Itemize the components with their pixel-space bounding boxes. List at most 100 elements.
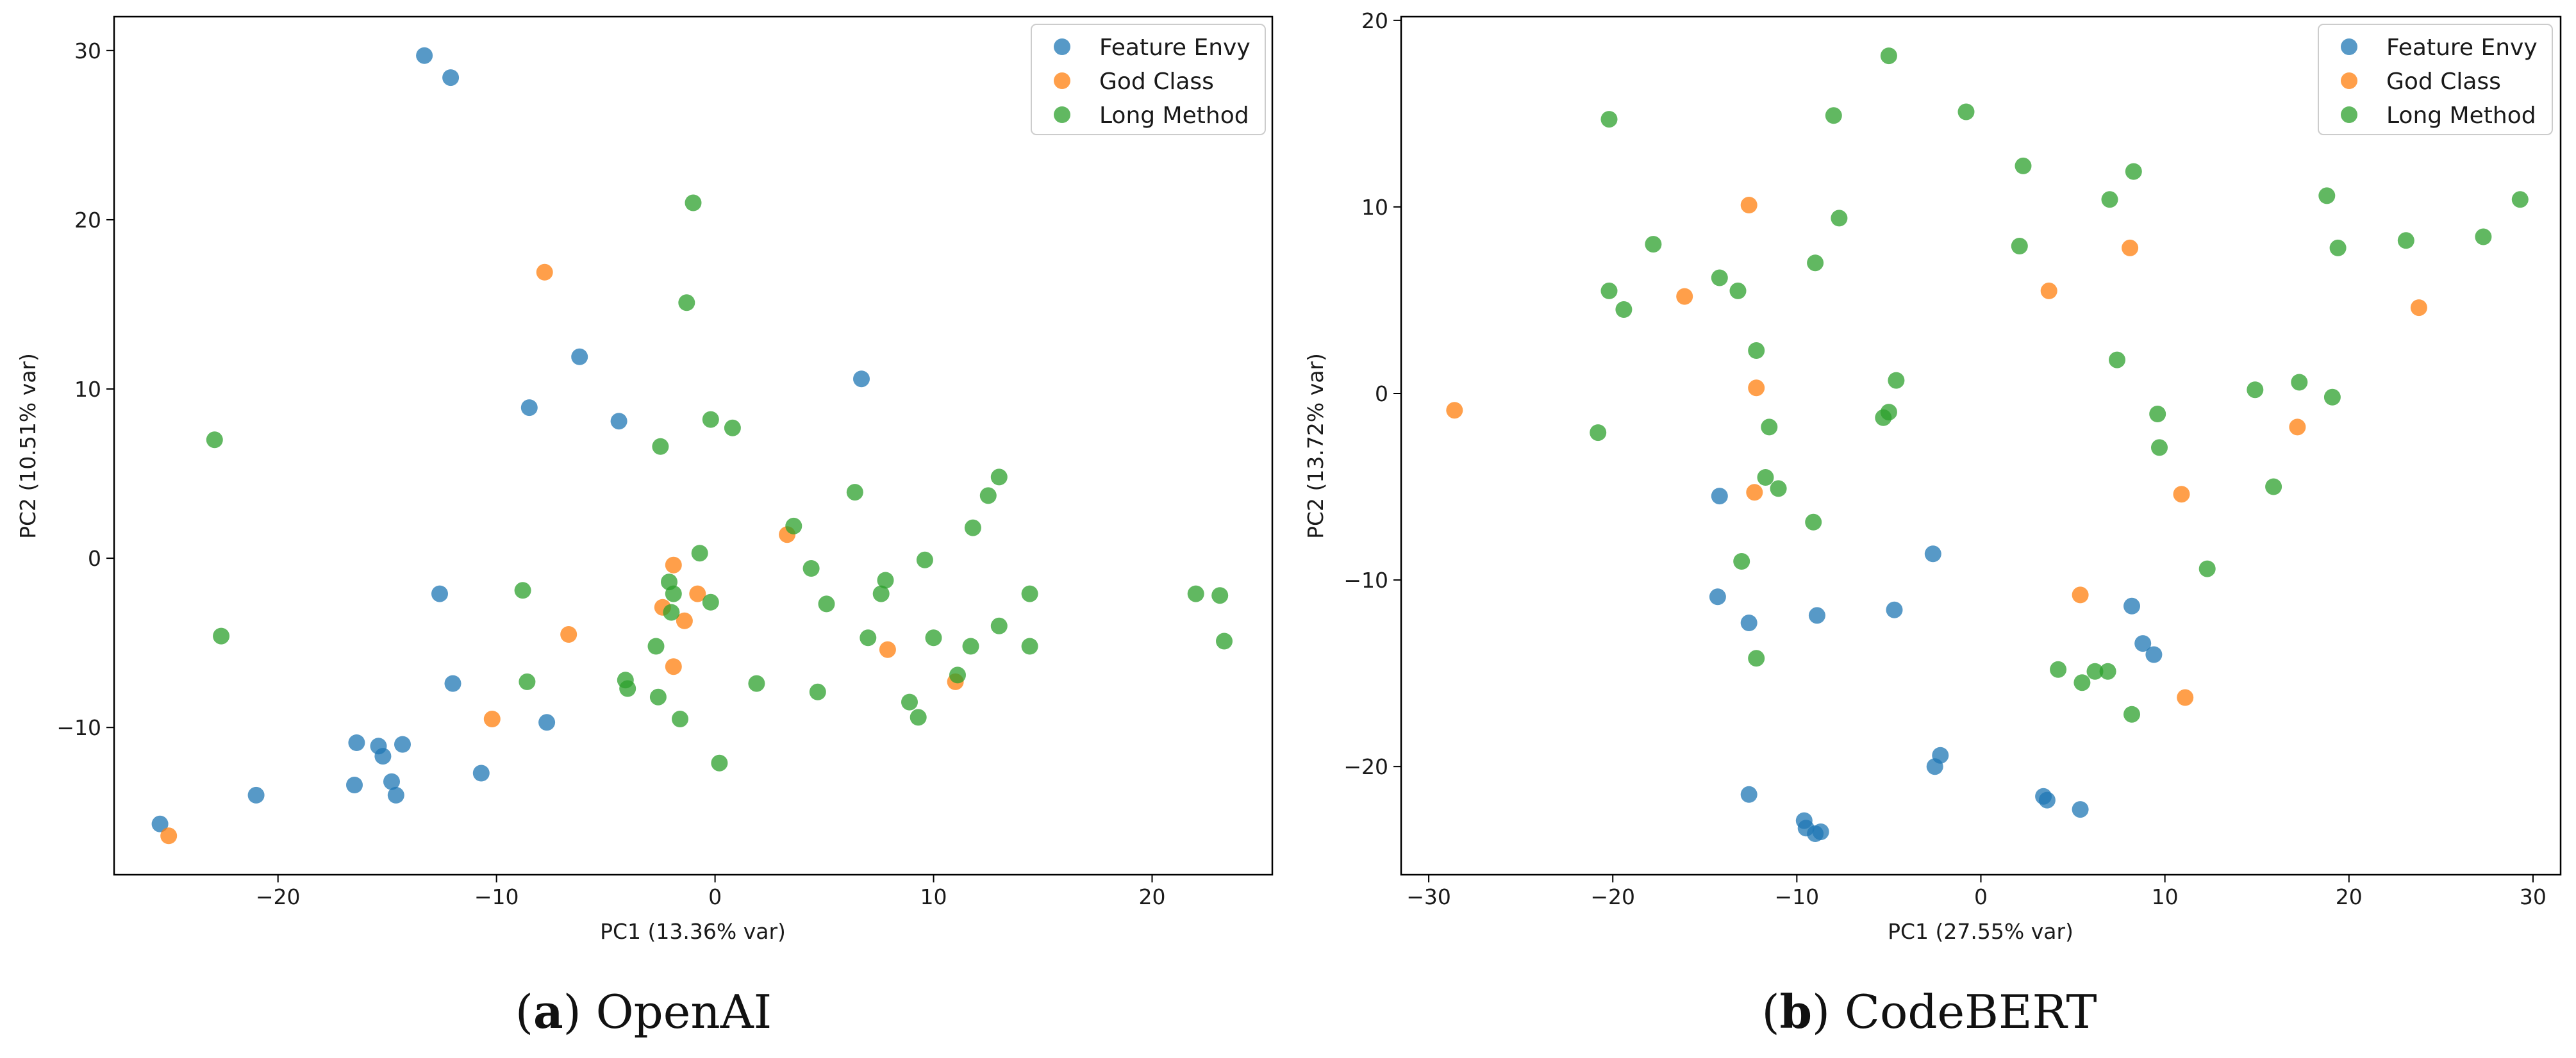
point-long-method (2123, 706, 2140, 723)
point-feature-envy (571, 348, 588, 365)
point-feature-envy (2145, 646, 2163, 663)
point-long-method (1216, 632, 1233, 650)
point-long-method (2086, 663, 2104, 680)
x-tick-label: 10 (920, 884, 947, 909)
point-long-method (691, 545, 708, 562)
point-long-method (1880, 47, 1897, 65)
point-god-class (1740, 197, 1757, 213)
point-long-method (809, 683, 826, 700)
point-long-method (1748, 342, 1765, 359)
point-long-method (1590, 424, 1607, 442)
point-feature-envy (2123, 597, 2140, 615)
point-long-method (724, 419, 741, 436)
point-long-method (1600, 111, 1618, 128)
point-feature-envy (610, 413, 627, 430)
legend-marker-long-method (1054, 106, 1070, 123)
point-long-method (1875, 409, 1892, 426)
point-feature-envy (2134, 635, 2152, 652)
point-long-method (1761, 418, 1778, 436)
y-tick-label: −10 (1343, 568, 1388, 593)
point-long-method (213, 627, 230, 645)
y-axis-label: PC2 (10.51% var) (15, 353, 40, 539)
point-long-method (2247, 381, 2264, 399)
point-long-method (206, 431, 223, 449)
point-long-method (2198, 560, 2216, 577)
plot-area-frame (113, 15, 1274, 876)
point-feature-envy (416, 47, 433, 64)
y-tick-label: 30 (74, 38, 101, 63)
point-long-method (1021, 585, 1038, 602)
y-axis-label: PC2 (13.72% var) (1303, 353, 1328, 539)
point-long-method (652, 438, 669, 455)
point-feature-envy (1709, 588, 1726, 606)
point-feature-envy (1812, 823, 1829, 840)
point-god-class (2040, 282, 2057, 299)
x-tick-label: −20 (1590, 884, 1635, 909)
legend-marker-god-class (1054, 72, 1070, 89)
point-long-method (663, 604, 680, 621)
point-long-method (519, 673, 536, 690)
point-feature-envy (472, 765, 490, 782)
point-long-method (846, 484, 863, 501)
caption-openai: (a) OpenAI (515, 984, 772, 1039)
legend-marker-god-class (2341, 72, 2357, 89)
legend-label-long-method: Long Method (2386, 103, 2536, 129)
y-tick-label: 10 (74, 377, 101, 402)
point-long-method (910, 709, 927, 726)
point-long-method (647, 638, 665, 655)
point-long-method (711, 754, 728, 772)
point-long-method (619, 680, 636, 697)
point-long-method (1831, 210, 1848, 227)
point-feature-envy (387, 786, 404, 804)
caption-codebert: (b) CodeBERT (1762, 984, 2097, 1039)
point-feature-envy (853, 370, 870, 388)
data-points (151, 47, 1233, 845)
legend-box (2318, 24, 2553, 135)
point-long-method (2073, 674, 2091, 691)
point-long-method (818, 595, 835, 613)
x-axis-ticks: −30 −20 −10 0 10 20 30 (1406, 875, 2547, 909)
y-axis-ticks: −10 0 10 20 30 (56, 38, 114, 740)
point-long-method (990, 468, 1008, 486)
x-tick-label: −10 (1775, 884, 1820, 909)
point-long-method (949, 666, 966, 684)
point-long-method (1807, 254, 1824, 272)
y-tick-label: 10 (1361, 195, 1388, 220)
point-long-method (2318, 187, 2336, 204)
point-long-method (2011, 238, 2028, 254)
point-long-method (1748, 650, 1765, 667)
point-feature-envy (538, 714, 556, 731)
caption-text: OpenAI (596, 985, 772, 1039)
point-god-class (536, 263, 553, 281)
point-long-method (685, 194, 702, 211)
point-long-method (916, 551, 933, 568)
point-long-method (702, 593, 719, 611)
point-god-class (676, 612, 693, 629)
caption-text: CodeBERT (1845, 985, 2097, 1039)
point-long-method (2475, 228, 2492, 245)
point-long-method (1888, 372, 1905, 389)
point-long-method (2149, 406, 2166, 422)
point-god-class (2410, 299, 2427, 317)
point-long-method (901, 693, 918, 711)
point-feature-envy (346, 777, 363, 793)
legend-box (1031, 24, 1266, 135)
legend-label-feature-envy: Feature Envy (2386, 35, 2538, 61)
point-long-method (1957, 103, 1975, 120)
point-god-class (560, 626, 578, 643)
point-long-method (2015, 157, 2032, 174)
point-long-method (802, 560, 820, 577)
x-axis-label: PC1 (13.36% var) (600, 919, 786, 944)
point-god-class (2173, 486, 2190, 503)
point-long-method (514, 582, 531, 599)
point-god-class (2122, 239, 2139, 256)
point-feature-envy (1740, 615, 1757, 631)
point-feature-envy (1932, 747, 1949, 764)
point-long-method (1733, 553, 1750, 570)
point-long-method (872, 585, 890, 602)
scatter-panel-codebert: −30 −20 −10 0 10 20 30 −20 −10 0 10 20 PC1 (27.55%… (1303, 8, 2562, 1039)
point-feature-envy (247, 786, 265, 804)
point-long-method (2329, 239, 2347, 256)
point-long-method (1211, 587, 1229, 604)
point-long-method (2511, 191, 2529, 208)
